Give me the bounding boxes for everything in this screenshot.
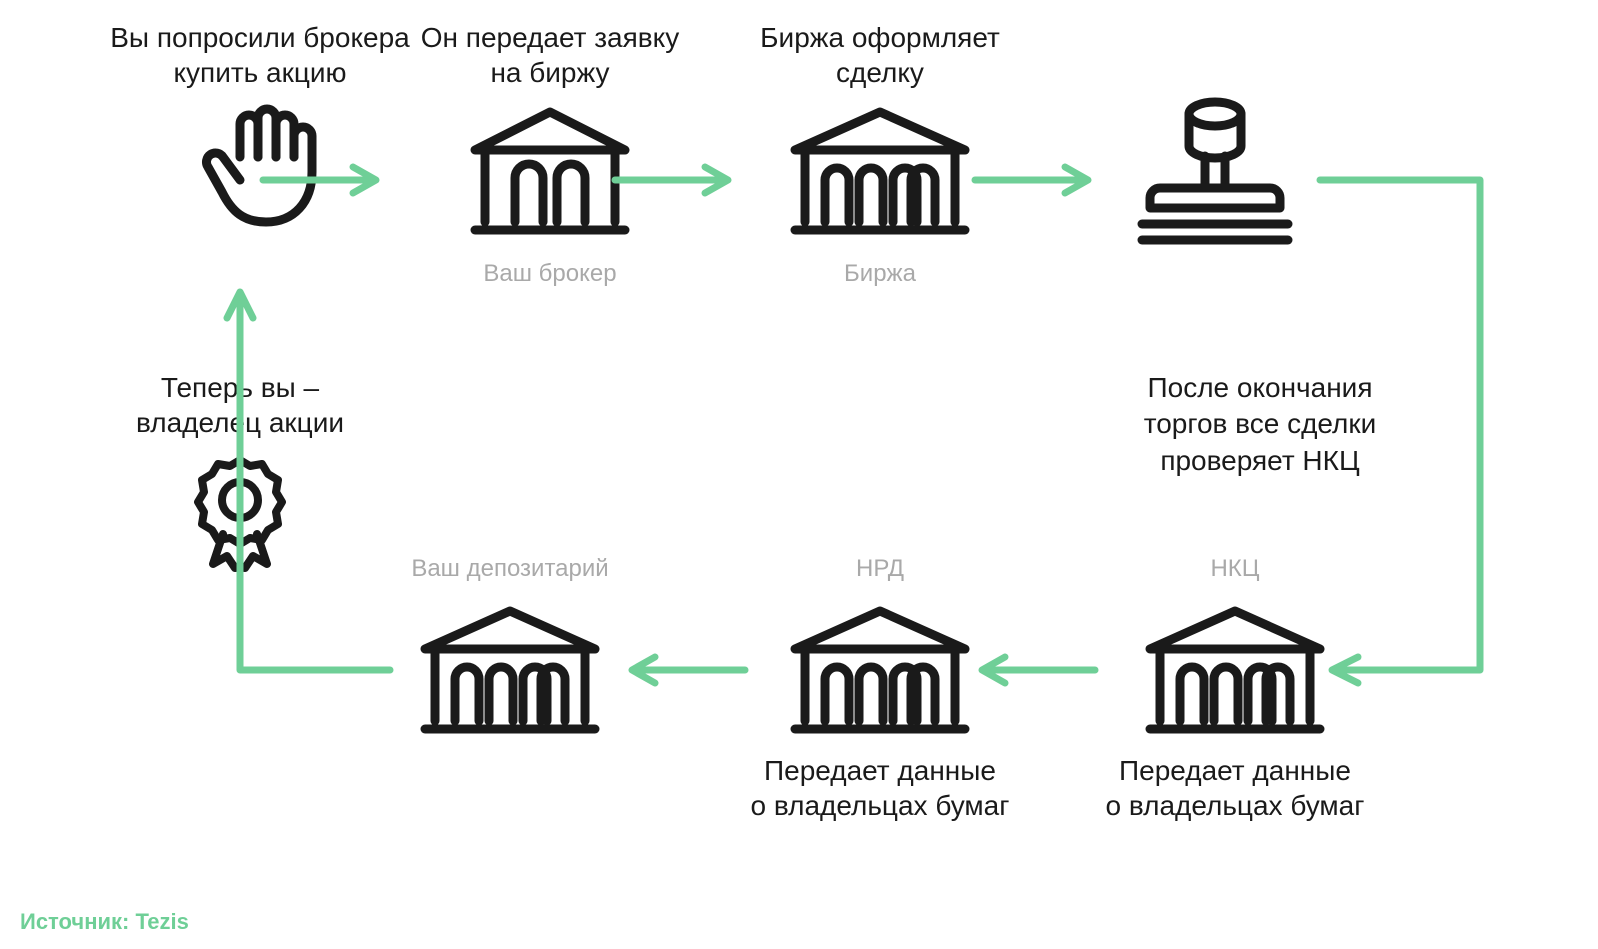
arrow-a7 xyxy=(0,0,1598,949)
diagram-stage: Вы попросили брокера купить акцию Он пер… xyxy=(0,0,1598,949)
source-label: Источник: Tezis xyxy=(20,909,189,935)
